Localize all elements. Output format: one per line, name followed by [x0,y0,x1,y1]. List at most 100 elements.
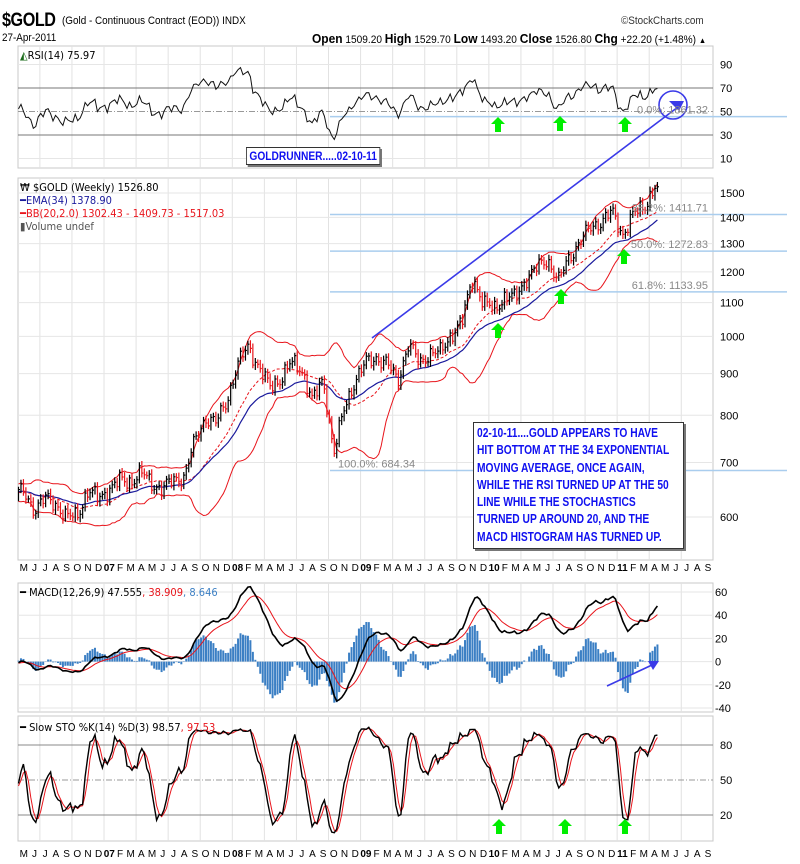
bb-upper-line [18,183,658,495]
macd-histogram-bar [542,648,545,662]
ohlc-bar [471,282,474,293]
macd-histogram-bar [17,660,20,662]
macd-histogram-bar [318,661,321,680]
macd-histogram-bar [399,661,402,677]
ema-line [18,219,658,506]
x-tick-label: J [428,849,433,860]
ohlc-bar [94,482,97,495]
rsi-tick-label: 70 [720,83,732,95]
macd-histogram-bar [251,651,254,662]
ohlc-bar [47,489,50,500]
x-tick-label: J [556,563,561,574]
ohlc-bar [286,360,289,374]
green-up-arrow-icon [553,116,567,131]
open-value: 1509.20 [345,34,382,46]
macd-histogram-bar [552,661,555,670]
macd-histogram-bar [158,661,161,670]
x-tick-label: M [661,563,669,574]
macd-histogram-bar [335,661,338,703]
ohlc-bar [45,491,48,508]
ohlc-bar [637,207,640,218]
ohlc-bar [138,462,141,484]
close-value: 1526.80 [555,34,592,46]
ohlc-bar [338,416,341,448]
macd-histogram-bar [488,661,491,671]
macd-trend-arrow [606,664,653,687]
ohlc-bar [508,292,511,306]
ohlc-bar [587,221,590,233]
x-tick-label: J [289,563,294,574]
macd-histogram-bar [190,650,193,662]
macd-histogram-bar [508,661,511,674]
macd-histogram-bar [301,661,304,670]
macd-histogram-bar [392,661,395,666]
ohlc-bar [175,473,178,482]
ohlc-bar [533,265,536,273]
ohlc-bar [114,477,117,489]
price-tick-label: 1500 [720,188,744,200]
x-tick-label: F [117,849,123,860]
x-tick-label: M [383,563,391,574]
ohlc-bar [590,224,593,235]
macd-histogram-bar [232,646,235,662]
ohlc-bar [64,505,67,522]
macd-histogram-bar [135,660,138,662]
x-tick-label: O [73,849,81,860]
bb-legend-text: BB(20,2.0) 1302.43 - 1409.73 - 1517.03 [25,207,225,220]
macd-signal-text: , 38.909 [142,586,184,599]
ohlc-bar [516,285,519,305]
macd-histogram-bar [348,652,351,662]
macd-histogram-bar [89,650,92,662]
price-tick-label: 1300 [720,239,744,251]
macd-histogram-bar [377,639,380,662]
ohlc-bar [234,370,238,389]
macd-histogram-bar [412,651,415,662]
macd-histogram-bar [345,661,348,664]
macd-histogram-bar [464,640,467,662]
bb-lower-line [18,237,658,527]
volume-legend-text: Volume undef [25,220,94,233]
ohlc-bar [592,221,595,236]
macd-histogram-bar [128,657,131,662]
x-tick-label: J [673,563,678,574]
change-value: +22.20 (+1.48%) [620,34,696,46]
ohlc-bar [602,213,605,232]
macd-histogram-bar [404,661,407,665]
macd-histogram-bar [172,661,175,664]
macd-tick-label: 0 [715,657,721,669]
ohlc-bar [323,375,326,394]
ohlc-bar [402,356,405,379]
x-tick-label: J [428,563,433,574]
macd-histogram-bar [150,661,153,666]
ohlc-bar [284,361,287,386]
ohlc-bar [439,338,442,355]
comment-line: LINE WHILE THE STOCHASTICS [477,495,636,510]
macd-histogram-bar [79,661,82,664]
x-tick-label: F [630,849,636,860]
x-tick-label: A [309,563,316,574]
fib-label: 0.0%: 1861.32 [637,105,708,117]
macd-histogram-bar [237,638,240,662]
ohlc-bar [116,477,119,492]
ohlc-bar [447,337,450,352]
macd-histogram-bar [340,661,343,683]
comment-line: WHILE THE RSI TURNED UP AT THE 50 [477,477,669,492]
macd-histogram-bar [476,630,479,662]
ohlc-bar [67,504,70,519]
macd-histogram-bar [533,648,536,662]
x-tick-label: S [705,563,712,574]
macd-histogram-bar [651,650,654,662]
goldrunner-title-box: GOLDRUNNER.....02-10-11 [246,147,381,165]
ohlc-bar [180,478,183,492]
macd-histogram-bar [126,657,129,662]
macd-histogram-bar [42,661,45,666]
ohlc-bar [237,357,240,380]
fib-label: 38.2%: 1411.71 [632,202,708,214]
ohlc-bar [498,304,502,315]
ohlc-bar [526,278,529,292]
ohlc-bar [654,184,657,201]
macd-histogram-bar [483,657,486,662]
x-tick-label: N [341,563,348,574]
x-tick-label: J [160,849,165,860]
